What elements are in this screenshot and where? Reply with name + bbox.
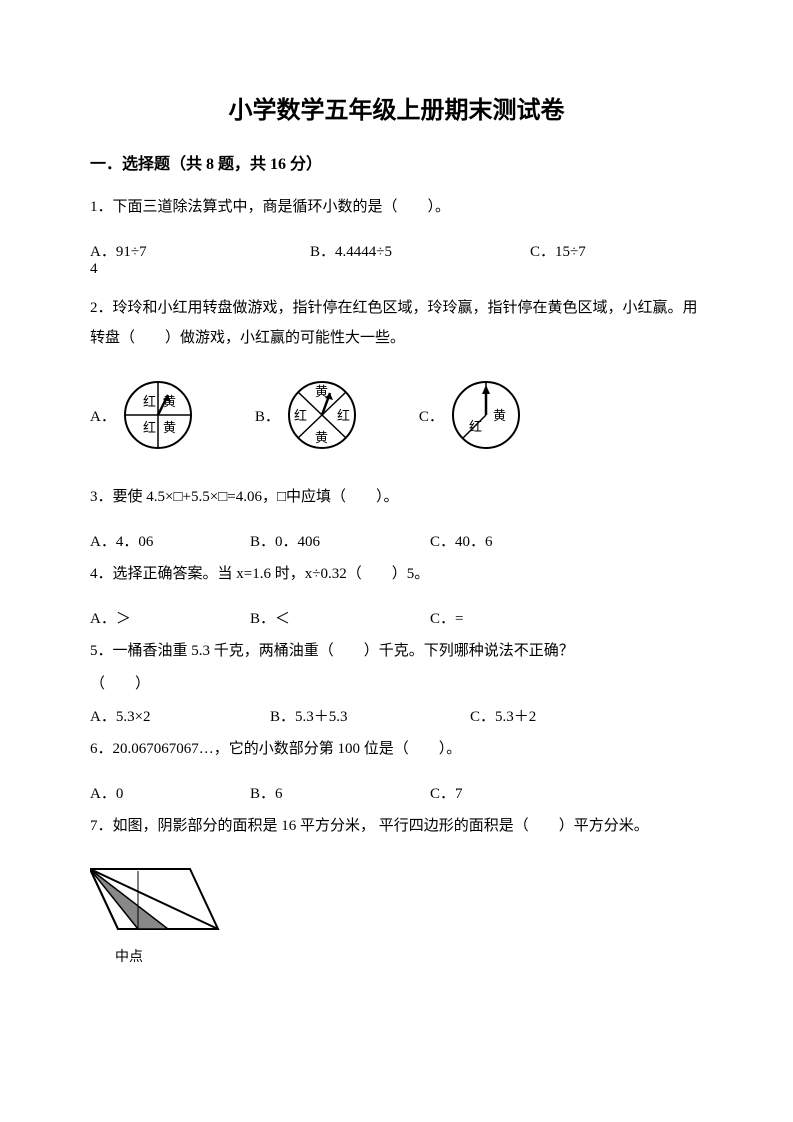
q1-option-a: A．91÷7 xyxy=(90,240,310,261)
q5-extra: （ ） xyxy=(90,672,703,693)
svg-text:红: 红 xyxy=(469,419,482,434)
spinners-row: A． 红 黄 红 黄 B． 黄 红 红 黄 C． xyxy=(90,378,703,452)
q4-option-a: A．＞ xyxy=(90,607,250,628)
q1-option-b: B．4.4444÷5 xyxy=(310,240,530,261)
spinner-c: C． 黄 红 xyxy=(419,378,523,452)
spinner-c-label: C． xyxy=(419,405,444,426)
q1-text: 1．下面三道除法算式中，商是循环小数的是（ ）。 xyxy=(90,192,703,222)
q7-text: 7．如图，阴影部分的面积是 16 平方分米， 平行四边形的面积是（ ）平方分米。 xyxy=(90,811,703,841)
q4-text: 4．选择正确答案。当 x=1.6 时，x÷0.32（ ）5。 xyxy=(90,559,703,589)
q4-option-b: B．＜ xyxy=(250,607,430,628)
q6-text: 6．20.067067067…，它的小数部分第 100 位是（ ）。 xyxy=(90,734,703,764)
section-heading: 一．选择题（共 8 题，共 16 分） xyxy=(90,150,703,174)
parallelogram-icon xyxy=(90,859,230,939)
svg-text:红: 红 xyxy=(143,420,156,435)
spinner-a: A． 红 黄 红 黄 xyxy=(90,378,195,452)
svg-text:黄: 黄 xyxy=(315,430,328,445)
spinner-a-label: A． xyxy=(90,405,116,426)
svg-text:黄: 黄 xyxy=(493,408,506,423)
q5-option-a: A．5.3×2 xyxy=(90,705,270,726)
q3-text: 3．要使 4.5×□+5.5×□=4.06，□中应填（ ）。 xyxy=(90,482,703,512)
midpoint-label: 中点 xyxy=(115,946,703,966)
spinner-a-icon: 红 黄 红 黄 xyxy=(121,378,195,452)
question-4: 4．选择正确答案。当 x=1.6 时，x÷0.32（ ）5。 xyxy=(90,559,703,589)
svg-text:红: 红 xyxy=(143,394,156,409)
q3-option-b: B．0．406 xyxy=(250,530,430,551)
question-1: 1．下面三道除法算式中，商是循环小数的是（ ）。 xyxy=(90,192,703,222)
q4-options: A．＞ B．＜ C．= xyxy=(90,607,703,628)
q6-option-a: A．0 xyxy=(90,782,250,803)
q5-option-b: B．5.3＋5.3 xyxy=(270,705,470,726)
q5-option-c: C．5.3＋2 xyxy=(470,705,630,726)
q1-options: A．91÷7 B．4.4444÷5 C．15÷7 xyxy=(90,240,703,261)
q7-figure: 中点 xyxy=(90,859,703,966)
q3-options: A．4．06 B．0．406 C．40．6 xyxy=(90,530,703,551)
question-3: 3．要使 4.5×□+5.5×□=4.06，□中应填（ ）。 xyxy=(90,482,703,512)
q3-option-a: A．4．06 xyxy=(90,530,250,551)
q6-options: A．0 B．6 C．7 xyxy=(90,782,703,803)
question-5: 5．一桶香油重 5.3 千克，两桶油重（ ）千克。下列哪种说法不正确？ xyxy=(90,636,703,666)
question-7: 7．如图，阴影部分的面积是 16 平方分米， 平行四边形的面积是（ ）平方分米。 xyxy=(90,811,703,841)
q2-text: 2．玲玲和小红用转盘做游戏，指针停在红色区域，玲玲赢，指针停在黄色区域，小红赢。… xyxy=(90,293,703,353)
spinner-b-label: B． xyxy=(255,405,280,426)
spinner-b-icon: 黄 红 红 黄 xyxy=(285,378,359,452)
svg-text:红: 红 xyxy=(294,408,307,423)
q1-extra: 4 xyxy=(90,261,703,278)
q5-options: A．5.3×2 B．5.3＋5.3 C．5.3＋2 xyxy=(90,705,703,726)
spinner-b: B． 黄 红 红 黄 xyxy=(255,378,359,452)
question-6: 6．20.067067067…，它的小数部分第 100 位是（ ）。 xyxy=(90,734,703,764)
svg-text:黄: 黄 xyxy=(163,420,176,435)
page-title: 小学数学五年级上册期末测试卷 xyxy=(90,90,703,125)
spinner-c-icon: 黄 红 xyxy=(449,378,523,452)
q6-option-b: B．6 xyxy=(250,782,430,803)
svg-text:红: 红 xyxy=(337,408,350,423)
question-2: 2．玲玲和小红用转盘做游戏，指针停在红色区域，玲玲赢，指针停在黄色区域，小红赢。… xyxy=(90,293,703,353)
svg-text:黄: 黄 xyxy=(315,384,328,399)
q3-option-c: C．40．6 xyxy=(430,530,590,551)
q6-option-c: C．7 xyxy=(430,782,590,803)
q4-option-c: C．= xyxy=(430,607,590,628)
q1-option-c: C．15÷7 xyxy=(530,240,680,261)
q5-text: 5．一桶香油重 5.3 千克，两桶油重（ ）千克。下列哪种说法不正确？ xyxy=(90,636,703,666)
